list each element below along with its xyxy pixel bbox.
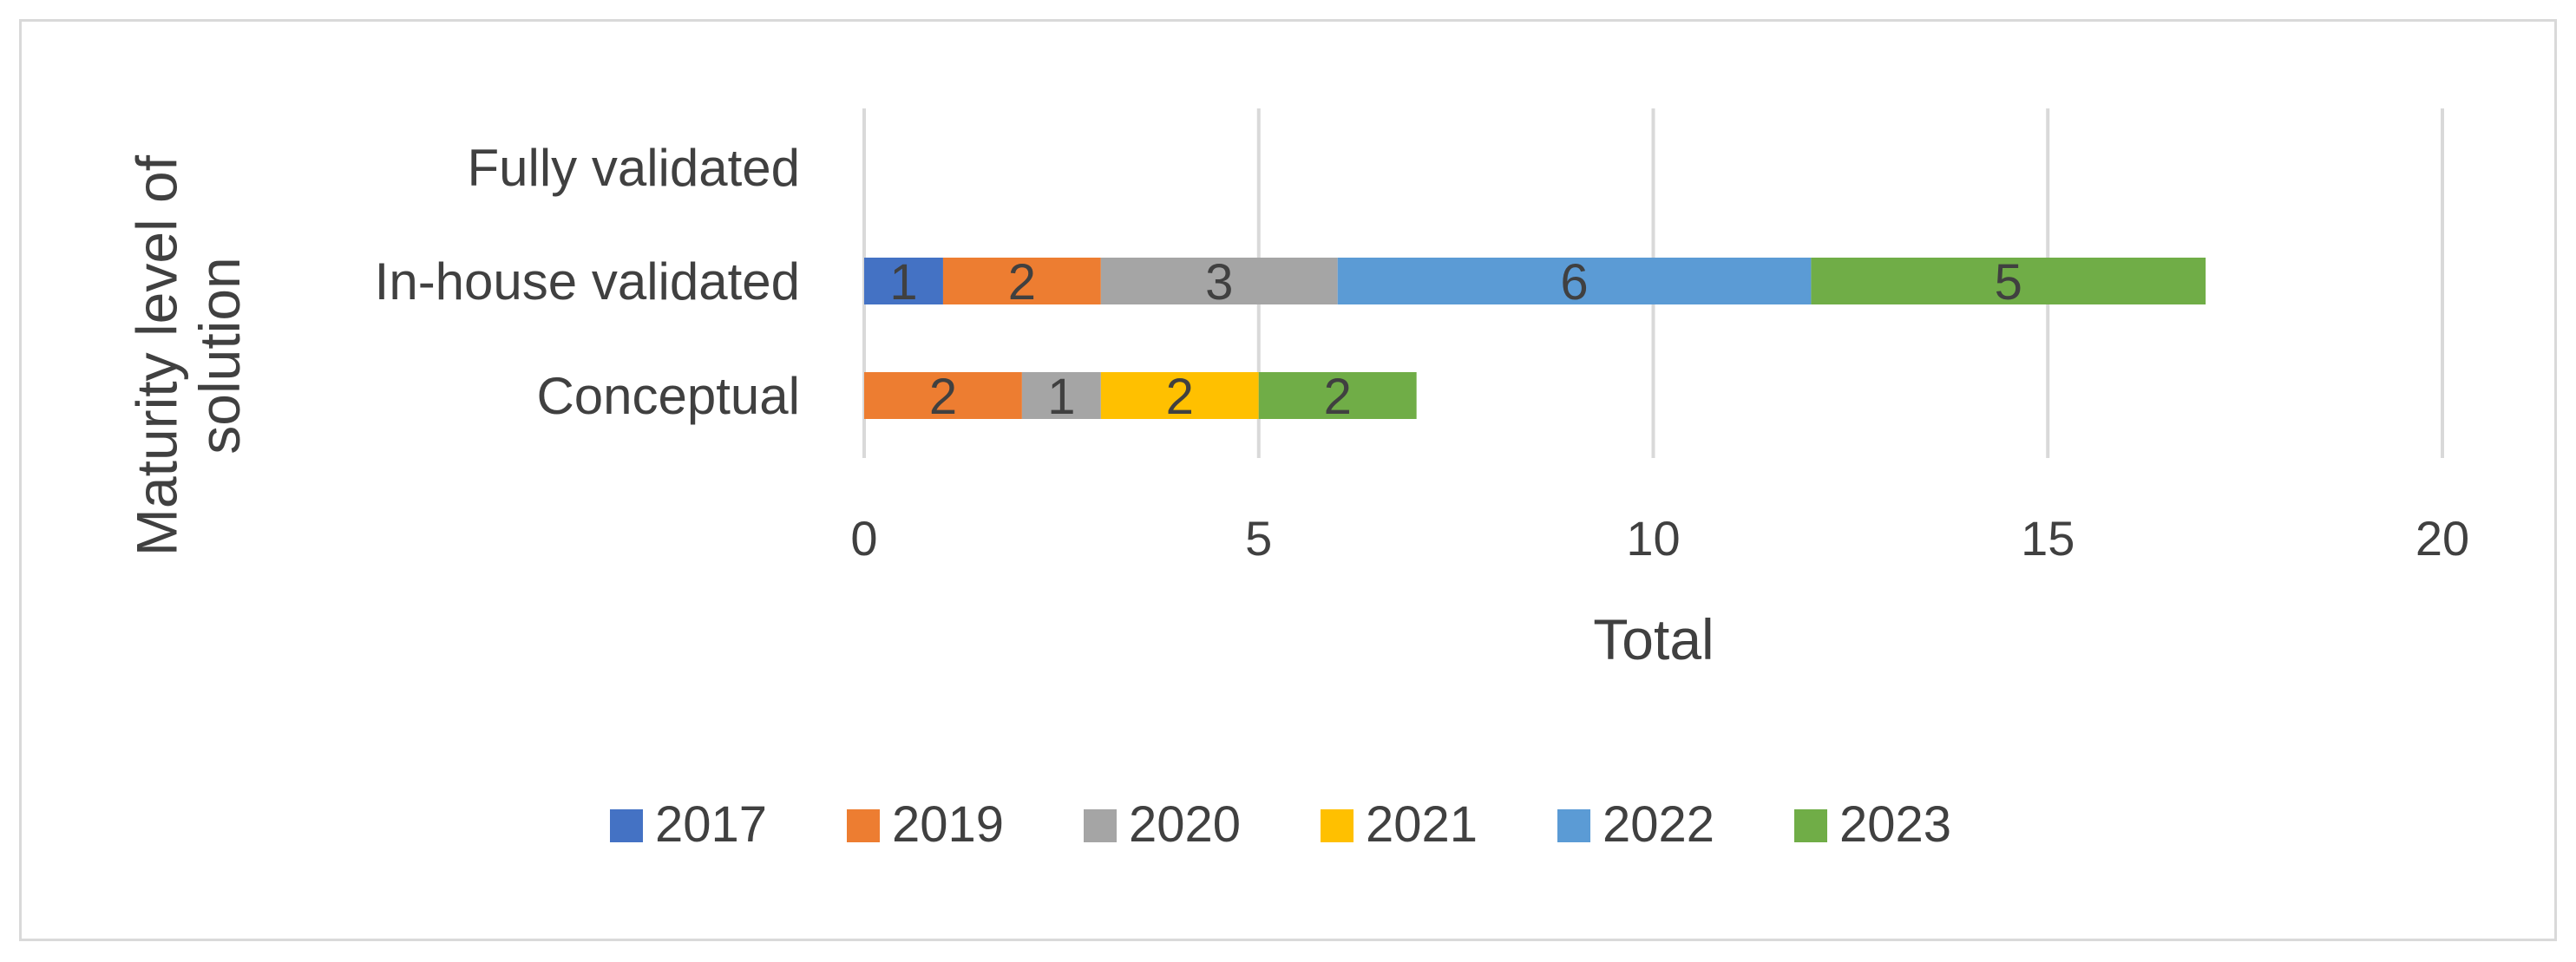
- bar-segment: [1811, 258, 2206, 304]
- legend-swatch: [847, 809, 880, 842]
- data-label: 1: [889, 254, 917, 311]
- data-label: 2: [1324, 369, 1352, 425]
- x-tick-labels: 0 5 10 15 20: [850, 511, 2469, 566]
- y-axis-title: Maturity level ofsolution: [124, 154, 252, 556]
- data-label: 6: [1560, 254, 1588, 311]
- legend-swatch: [1794, 809, 1827, 842]
- x-axis-title: Total: [1593, 607, 1714, 671]
- category-label: Fully validated: [467, 139, 800, 197]
- legend-swatch: [1321, 809, 1354, 842]
- category-label: Conceptual: [536, 367, 800, 425]
- legend-swatch: [1557, 809, 1590, 842]
- legend-label: 2022: [1603, 796, 1714, 853]
- legend-label: 2021: [1366, 796, 1478, 853]
- x-tick-label: 10: [1626, 511, 1680, 566]
- chart-frame: [19, 19, 2557, 941]
- data-label: 5: [1995, 254, 2022, 311]
- bar-segment: [1337, 258, 1812, 304]
- x-tick-label: 15: [2021, 511, 2075, 566]
- data-label: 2: [929, 369, 957, 425]
- bar-segment: [1100, 372, 1259, 419]
- legend-swatch: [610, 809, 643, 842]
- bar-segment: [1258, 372, 1417, 419]
- legend-label: 2023: [1839, 796, 1951, 853]
- category-labels: Fully validated In-house validated Concept…: [375, 139, 800, 425]
- legend-label: 2017: [655, 796, 767, 853]
- legend-label: 2020: [1129, 796, 1241, 853]
- y-axis-title-line: Maturity level of: [124, 154, 188, 556]
- x-tick-label: 0: [850, 511, 877, 566]
- bar-segment: [864, 372, 1022, 419]
- data-label: 3: [1205, 254, 1233, 311]
- bar-segment: [1100, 258, 1338, 304]
- category-label: In-house validated: [375, 252, 800, 311]
- legend-swatch: [1084, 809, 1117, 842]
- bar-segment: [942, 258, 1101, 304]
- bar-segment: [1021, 372, 1101, 419]
- data-label: 1: [1047, 369, 1075, 425]
- legend-label: 2019: [892, 796, 1004, 853]
- data-label: 2: [1008, 254, 1036, 311]
- legend: 2017 2019 2020 2021 2022 2023: [610, 796, 1951, 853]
- data-label: 2: [1166, 369, 1194, 425]
- x-tick-label: 20: [2415, 511, 2469, 566]
- y-axis-title-line: solution: [187, 257, 252, 455]
- bar-segment: [864, 258, 943, 304]
- bars: 1 2 3 6 5 2 1 2 2: [864, 254, 2206, 425]
- x-tick-label: 5: [1245, 511, 1272, 566]
